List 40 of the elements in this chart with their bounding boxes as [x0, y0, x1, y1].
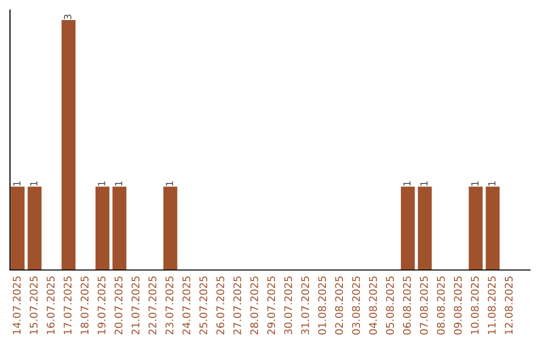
x-tick-label: 20.07.2025: [114, 276, 122, 334]
x-tick-label: 08.08.2025: [436, 276, 445, 335]
x-tick-label: 21.07.2025: [132, 276, 140, 334]
data-label: 3: [64, 14, 72, 20]
x-tick-label: 01.08.2025: [318, 276, 326, 335]
x-tick-label: 27.07.2025: [233, 276, 242, 334]
x-tick-label: 23.07.2025: [165, 276, 174, 334]
data-label: 1: [30, 181, 38, 186]
x-tick-label: 05.08.2025: [386, 276, 394, 335]
x-tick-label: 15.07.2025: [30, 276, 38, 334]
x-tick-label: 19.07.2025: [98, 276, 106, 334]
data-label: 1: [471, 181, 478, 186]
x-tick-label: 14.07.2025: [12, 276, 21, 334]
x-tick-label: 04.08.2025: [369, 276, 377, 335]
data-label: 1: [13, 181, 20, 186]
x-tick-label: 02.08.2025: [335, 276, 344, 335]
x-tick-label: 29.07.2025: [267, 276, 276, 334]
x-tick-label: 17.07.2025: [64, 276, 72, 334]
x-tick-label: 11.08.2025: [488, 276, 496, 334]
x-tick-label: 30.07.2025: [284, 276, 292, 334]
x-tick-label: 31.07.2025: [301, 276, 310, 334]
x-tick-label: 18.07.2025: [80, 276, 89, 334]
data-label: 1: [166, 181, 174, 186]
data-label: 1: [115, 181, 122, 186]
data-label: 1: [98, 181, 106, 186]
x-tick-label: 09.08.2025: [454, 276, 462, 335]
x-tick-label: 10.08.2025: [470, 276, 479, 334]
x-tick-label: 24.07.2025: [182, 276, 190, 334]
data-label: 1: [403, 181, 411, 186]
data-label: 1: [488, 181, 496, 186]
x-tick-label: 06.08.2025: [402, 276, 411, 335]
x-tick-label: 16.07.2025: [46, 276, 55, 334]
x-tick-label: 25.07.2025: [199, 276, 208, 334]
x-tick-label: 03.08.2025: [352, 276, 360, 335]
x-tick-label: 28.07.2025: [250, 276, 258, 334]
x-tick-label: 07.08.2025: [420, 276, 428, 335]
x-tick-label: 22.07.2025: [148, 276, 156, 334]
x-tick-label: 12.08.2025: [504, 276, 513, 334]
x-tick-label: 26.07.2025: [216, 276, 224, 334]
data-label: 1: [420, 181, 428, 186]
